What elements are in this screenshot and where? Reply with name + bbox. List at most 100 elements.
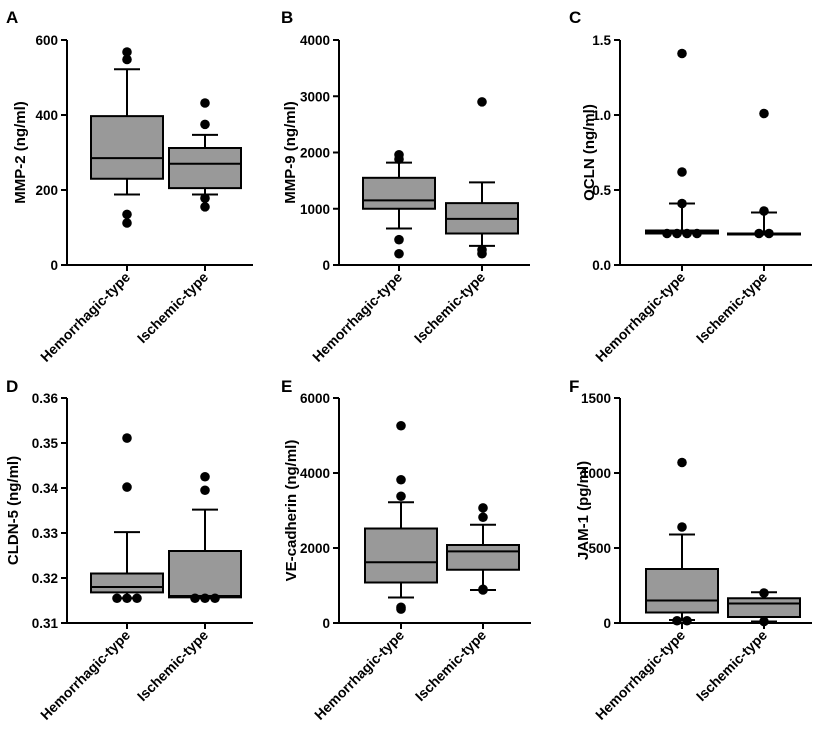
outlier-point xyxy=(478,512,488,523)
y-axis-label: VE-cadherin (ng/ml) xyxy=(283,440,300,582)
x-category-label: Hemorrhagic-type xyxy=(592,269,688,365)
outlier-point xyxy=(662,228,672,239)
outlier-point xyxy=(672,228,682,239)
y-tick-label: 1.0 xyxy=(592,108,611,123)
y-tick-label: 500 xyxy=(588,541,611,556)
y-tick-label: 0 xyxy=(322,616,330,631)
outlier-point xyxy=(759,616,769,627)
outlier-point xyxy=(200,471,210,482)
y-tick-label: 0.36 xyxy=(32,391,59,406)
box-plot-ischemic xyxy=(727,108,801,239)
outlier-point xyxy=(200,119,210,130)
x-category-label: Ischemic-type xyxy=(411,269,488,346)
outlier-point xyxy=(200,98,210,108)
iqr-box xyxy=(727,597,801,618)
box-plot-ischemic xyxy=(168,98,242,212)
panel-letter: A xyxy=(6,8,18,27)
y-tick-label: 0.35 xyxy=(32,436,59,451)
box-plot-hemorrhagic xyxy=(645,48,719,239)
panel-b: B 0 1000 2000 3000 4000 MMP-9 (ng/ml) Hemorrhag… xyxy=(281,8,530,365)
outlier-point xyxy=(677,48,687,59)
panel-e: E 0 2000 4000 6000 VE-cadherin (ng/ml) Hemorrh… xyxy=(281,377,531,723)
outlier-point xyxy=(759,206,769,216)
iqr-box xyxy=(168,147,242,190)
y-tick-label: 6000 xyxy=(300,391,330,406)
panel-f: F 0 500 1000 1500 JAM-1 (pg/ml) Hemorrhagic-ty… xyxy=(569,377,812,723)
panel-letter: E xyxy=(281,377,292,396)
outlier-point xyxy=(200,193,210,204)
y-axis-label: JAM-1 (pg/ml) xyxy=(575,461,592,560)
x-category-label: Hemorrhagic-type xyxy=(309,269,405,365)
x-category-label: Ischemic-type xyxy=(693,627,770,704)
panel-letter: F xyxy=(569,377,579,396)
outlier-point xyxy=(394,234,404,245)
y-tick-label: 600 xyxy=(35,33,58,48)
outlier-point xyxy=(677,457,687,468)
box-plot-ischemic xyxy=(446,503,520,595)
y-tick-label: 0.32 xyxy=(32,571,58,586)
outlier-point xyxy=(396,491,406,502)
x-category-label: Ischemic-type xyxy=(134,627,211,704)
panel-letter: D xyxy=(6,377,18,396)
outlier-point xyxy=(754,228,764,239)
iqr-box xyxy=(446,544,520,571)
outlier-point xyxy=(200,202,210,212)
outlier-point xyxy=(122,47,132,57)
y-tick-label: 3000 xyxy=(300,89,330,104)
outlier-point xyxy=(396,420,406,431)
panel-c: C 0.0 0.5 1.0 1.5 OCLN (ng/ml) Hemorrhagic-typ… xyxy=(569,8,812,365)
y-axis-label: OCLN (ng/ml) xyxy=(581,104,598,201)
iqr-box xyxy=(90,115,164,180)
y-tick-label: 0.0 xyxy=(592,258,611,273)
outlier-point xyxy=(200,593,210,604)
y-tick-label: 0.31 xyxy=(32,616,59,631)
x-category-label: Ischemic-type xyxy=(693,269,770,346)
y-tick-label: 400 xyxy=(35,108,58,123)
outlier-point xyxy=(210,593,220,604)
box-plot-hemorrhagic xyxy=(90,433,164,604)
outlier-point xyxy=(478,584,488,595)
box-plot-hemorrhagic xyxy=(645,457,719,626)
y-tick-label: 4000 xyxy=(300,466,330,481)
outlier-point xyxy=(122,54,132,65)
outlier-point xyxy=(478,503,488,513)
outlier-point xyxy=(122,209,132,220)
outlier-point xyxy=(122,482,132,492)
panel-a: A 0 200 400 600 MMP-2 (ng/ml) Hemorrhagic-type… xyxy=(6,8,253,365)
x-category-label: Ischemic-type xyxy=(134,269,211,346)
outlier-point xyxy=(396,602,406,613)
y-axis-label: MMP-2 (ng/ml) xyxy=(12,101,29,204)
y-tick-label: 1500 xyxy=(581,391,611,406)
outlier-point xyxy=(764,228,774,239)
outlier-point xyxy=(122,593,132,604)
x-category-label: Hemorrhagic-type xyxy=(37,269,133,365)
outlier-point xyxy=(394,248,404,259)
outlier-point xyxy=(759,588,769,598)
x-category-label: Hemorrhagic-type xyxy=(592,627,688,723)
y-tick-label: 4000 xyxy=(300,33,330,48)
iqr-box xyxy=(645,568,719,614)
outlier-point xyxy=(190,593,200,604)
panel-letter: C xyxy=(569,8,581,27)
box-plot-hemorrhagic xyxy=(362,149,436,259)
outlier-point xyxy=(396,474,406,485)
iqr-box xyxy=(362,176,436,210)
panel-letter: B xyxy=(281,8,293,27)
outlier-point xyxy=(682,615,692,626)
iqr-box xyxy=(90,572,164,594)
y-tick-label: 0 xyxy=(603,616,611,631)
outlier-point xyxy=(759,108,769,119)
box-plot-ischemic xyxy=(168,471,242,604)
y-axis-label: MMP-9 (ng/ml) xyxy=(282,101,299,204)
outlier-point xyxy=(677,522,687,532)
x-category-label: Ischemic-type xyxy=(412,627,489,704)
outlier-point xyxy=(677,198,687,209)
outlier-point xyxy=(394,149,404,160)
outlier-point xyxy=(477,245,487,255)
y-tick-label: 0 xyxy=(322,258,330,273)
outlier-point xyxy=(132,593,142,604)
outlier-point xyxy=(682,228,692,239)
box-plot-ischemic xyxy=(727,588,801,627)
box-plot-ischemic xyxy=(445,97,519,259)
